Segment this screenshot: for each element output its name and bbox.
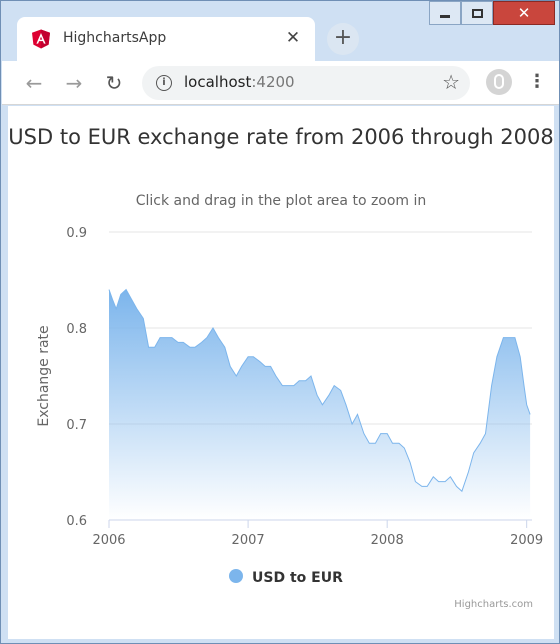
- url-host: localhost: [184, 73, 252, 91]
- star-icon[interactable]: ☆: [442, 70, 460, 94]
- window-close-button[interactable]: ✕: [493, 1, 555, 25]
- new-tab-button[interactable]: +: [327, 23, 359, 55]
- profile-icon[interactable]: [486, 69, 512, 95]
- info-icon[interactable]: i: [156, 75, 172, 91]
- chart-title: USD to EUR exchange rate from 2006 throu…: [8, 125, 554, 149]
- window-maximize-button[interactable]: [461, 1, 493, 25]
- x-tick-label: 2009: [510, 533, 543, 548]
- series-line: [108, 288, 531, 493]
- tab-close-icon[interactable]: ✕: [285, 28, 301, 48]
- credits-link[interactable]: Highcharts.com: [454, 599, 533, 610]
- kebab-menu-icon[interactable]: ⋮: [528, 71, 546, 92]
- address-bar[interactable]: i localhost:4200 ☆: [142, 66, 470, 100]
- page-content: USD to EUR exchange rate from 2006 throu…: [8, 106, 554, 639]
- series-area: [109, 289, 531, 520]
- arrow-left-icon[interactable]: ←: [25, 71, 43, 95]
- title-bar: HighchartsApp ✕ + ✕: [1, 1, 559, 61]
- legend-symbol: [229, 569, 243, 583]
- profile-glyph: [494, 74, 504, 89]
- reload-icon[interactable]: ↻: [105, 71, 123, 95]
- browser-tab[interactable]: HighchartsApp ✕: [17, 17, 315, 61]
- address-url[interactable]: localhost:4200: [184, 73, 295, 91]
- x-tick-label: 2008: [371, 533, 404, 548]
- chart-svg[interactable]: 0.6 0.7 0.8 0.9 2006 2007 2008 2009 Exchange rat…: [8, 106, 554, 639]
- y-tick-label: 0.9: [66, 226, 87, 241]
- minimize-icon: [440, 15, 450, 18]
- url-port: :4200: [251, 73, 295, 91]
- chart-subtitle: Click and drag in the plot area to zoom …: [135, 193, 427, 209]
- window-minimize-button[interactable]: [429, 1, 461, 25]
- y-tick-label: 0.7: [66, 418, 87, 433]
- y-axis-title: Exchange rate: [36, 325, 52, 426]
- x-tick-label: 2006: [92, 533, 125, 548]
- maximize-icon: [471, 9, 483, 18]
- arrow-right-icon[interactable]: →: [65, 71, 83, 95]
- browser-toolbar: ← → ↻ i localhost:4200 ☆ ⋮: [2, 61, 559, 105]
- y-tick-label: 0.8: [66, 322, 87, 337]
- angular-logo-icon: [32, 29, 50, 49]
- legend-item[interactable]: USD to EUR: [252, 570, 343, 586]
- y-tick-label: 0.6: [66, 514, 87, 529]
- x-tick-label: 2007: [232, 533, 265, 548]
- tab-title: HighchartsApp: [63, 30, 167, 46]
